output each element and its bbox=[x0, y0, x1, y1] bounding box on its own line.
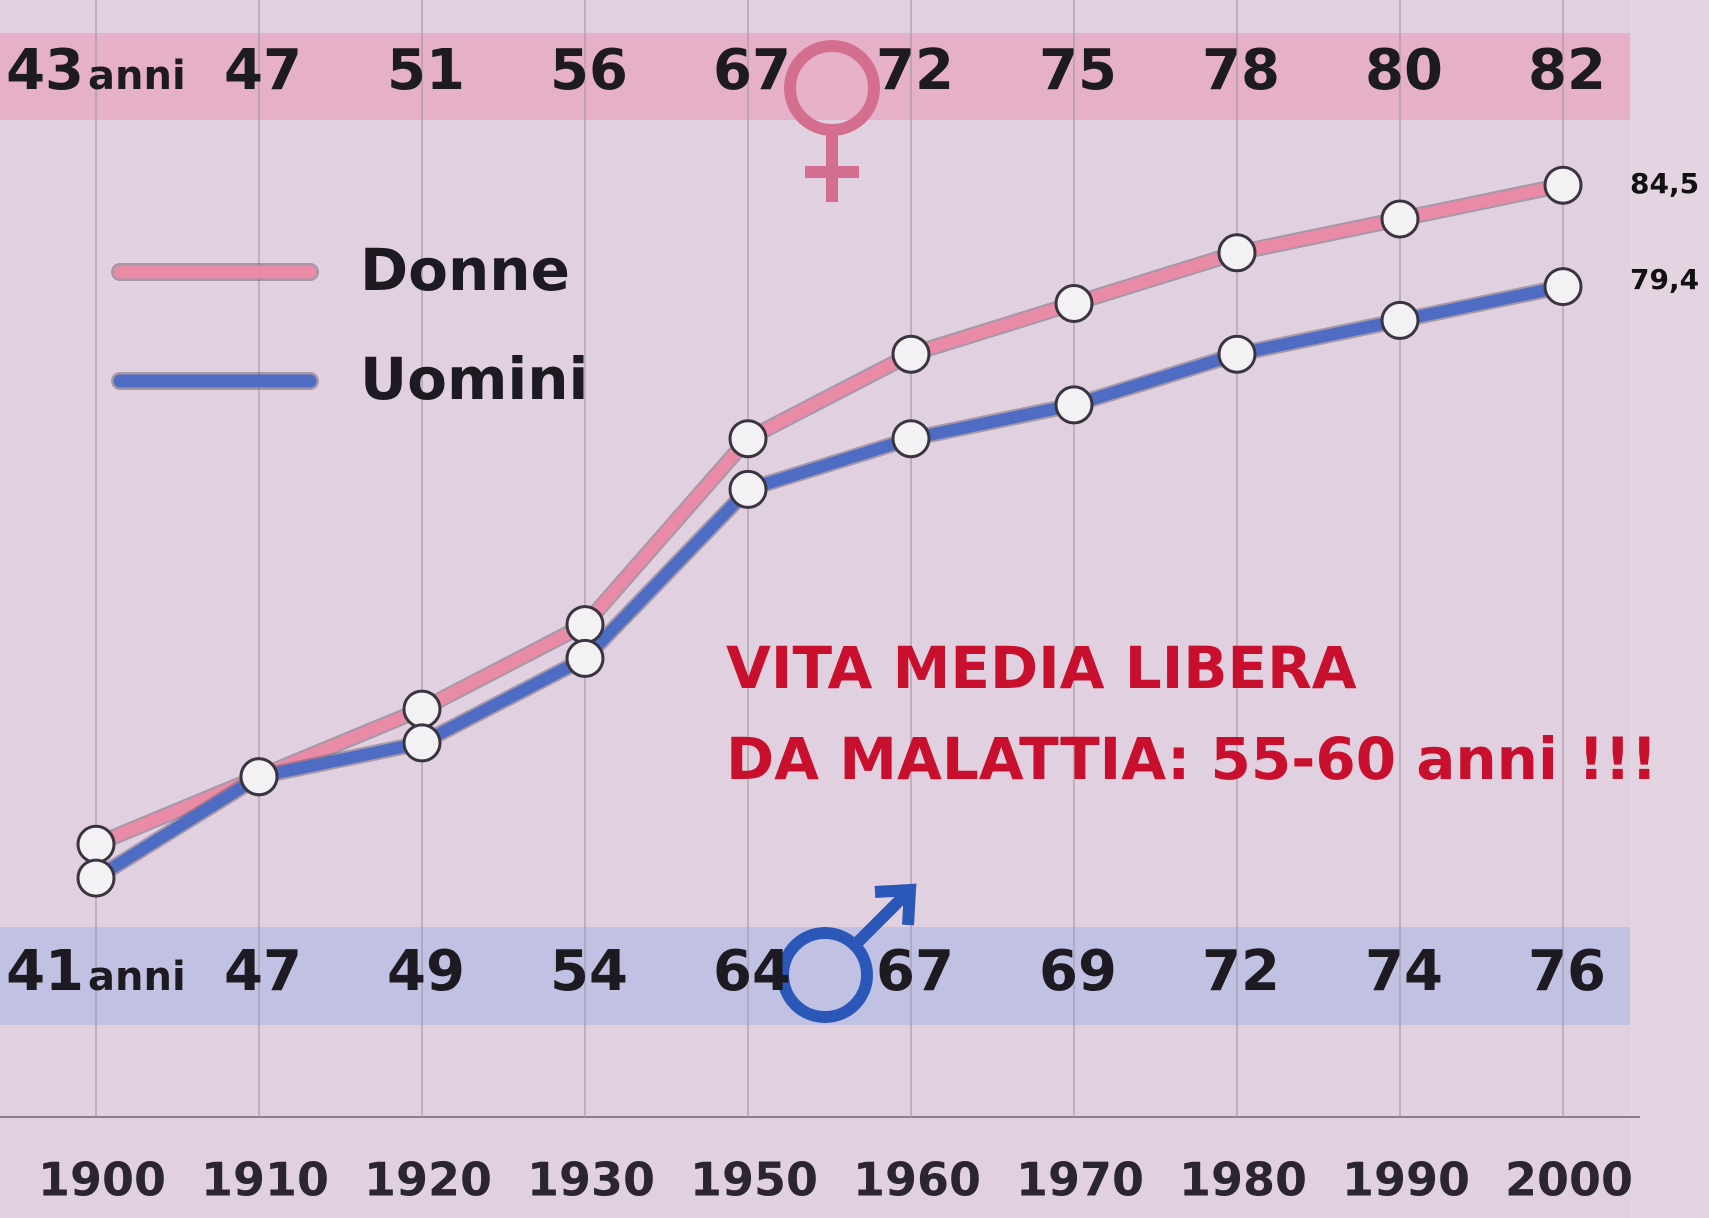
data-label: 64 bbox=[713, 939, 791, 1004]
data-point bbox=[402, 689, 442, 729]
x-tick-label: 1920 bbox=[364, 1153, 492, 1207]
data-point bbox=[891, 334, 931, 374]
data-label: 72 bbox=[876, 38, 954, 103]
data-label: 72 bbox=[1202, 939, 1280, 1004]
data-label: 80 bbox=[1365, 38, 1443, 103]
x-tick-label: 1930 bbox=[527, 1153, 655, 1207]
annotation: VITA MEDIA LIBERA bbox=[726, 634, 1357, 702]
x-tick-label: 1990 bbox=[1342, 1153, 1470, 1207]
data-label: 67 bbox=[713, 38, 791, 103]
data-point bbox=[239, 757, 279, 797]
data-point bbox=[1543, 165, 1583, 205]
data-label: 78 bbox=[1202, 38, 1280, 103]
data-label: 47 bbox=[224, 38, 302, 103]
x-tick-label: 1960 bbox=[853, 1153, 981, 1207]
x-tick-label: 1950 bbox=[690, 1153, 818, 1207]
data-point bbox=[891, 419, 931, 459]
data-point bbox=[402, 723, 442, 763]
data-label: 67 bbox=[876, 939, 954, 1004]
data-point bbox=[76, 824, 116, 864]
x-tick-label: 1980 bbox=[1179, 1153, 1307, 1207]
data-point bbox=[1217, 233, 1257, 273]
unit-label: anni bbox=[88, 954, 186, 1000]
data-point bbox=[1380, 300, 1420, 340]
x-tick-label: 1900 bbox=[38, 1153, 166, 1207]
series-line bbox=[90, 280, 1569, 885]
data-label: 41 bbox=[6, 939, 84, 1004]
female-symbol bbox=[784, 40, 880, 202]
data-label: 76 bbox=[1528, 939, 1606, 1004]
legend-label: Uomini bbox=[360, 345, 588, 413]
end-label: 79,4 bbox=[1630, 263, 1699, 296]
x-tick-label: 2000 bbox=[1505, 1153, 1633, 1207]
x-tick-label: 1970 bbox=[1016, 1153, 1144, 1207]
data-point bbox=[1543, 267, 1583, 307]
male-symbol bbox=[777, 883, 917, 1023]
data-point bbox=[1054, 385, 1094, 425]
unit-label: anni bbox=[88, 53, 186, 99]
data-point bbox=[1054, 284, 1094, 323]
data-point bbox=[1380, 199, 1420, 239]
series-line bbox=[90, 179, 1569, 851]
data-point bbox=[565, 605, 605, 645]
panel bbox=[0, 0, 1630, 1218]
data-label: 49 bbox=[387, 939, 465, 1004]
value-band bbox=[0, 927, 1630, 1025]
data-point bbox=[728, 419, 768, 459]
data-point bbox=[728, 469, 768, 509]
data-point bbox=[1217, 334, 1257, 374]
end-label: 84,5 bbox=[1630, 167, 1699, 200]
data-label: 51 bbox=[387, 38, 465, 103]
data-label: 47 bbox=[224, 939, 302, 1004]
data-label: 74 bbox=[1365, 939, 1443, 1004]
data-label: 56 bbox=[550, 38, 628, 103]
data-label: 54 bbox=[550, 939, 628, 1004]
data-label: 82 bbox=[1528, 38, 1606, 103]
data-point bbox=[76, 858, 116, 898]
data-label: 75 bbox=[1039, 38, 1117, 103]
data-point bbox=[565, 638, 605, 678]
x-tick-label: 1910 bbox=[201, 1153, 329, 1207]
data-label: 43 bbox=[6, 38, 84, 103]
legend-label: Donne bbox=[360, 236, 570, 304]
data-label: 69 bbox=[1039, 939, 1117, 1004]
annotation: DA MALATTIA: 55-60 anni !!! bbox=[726, 725, 1657, 793]
